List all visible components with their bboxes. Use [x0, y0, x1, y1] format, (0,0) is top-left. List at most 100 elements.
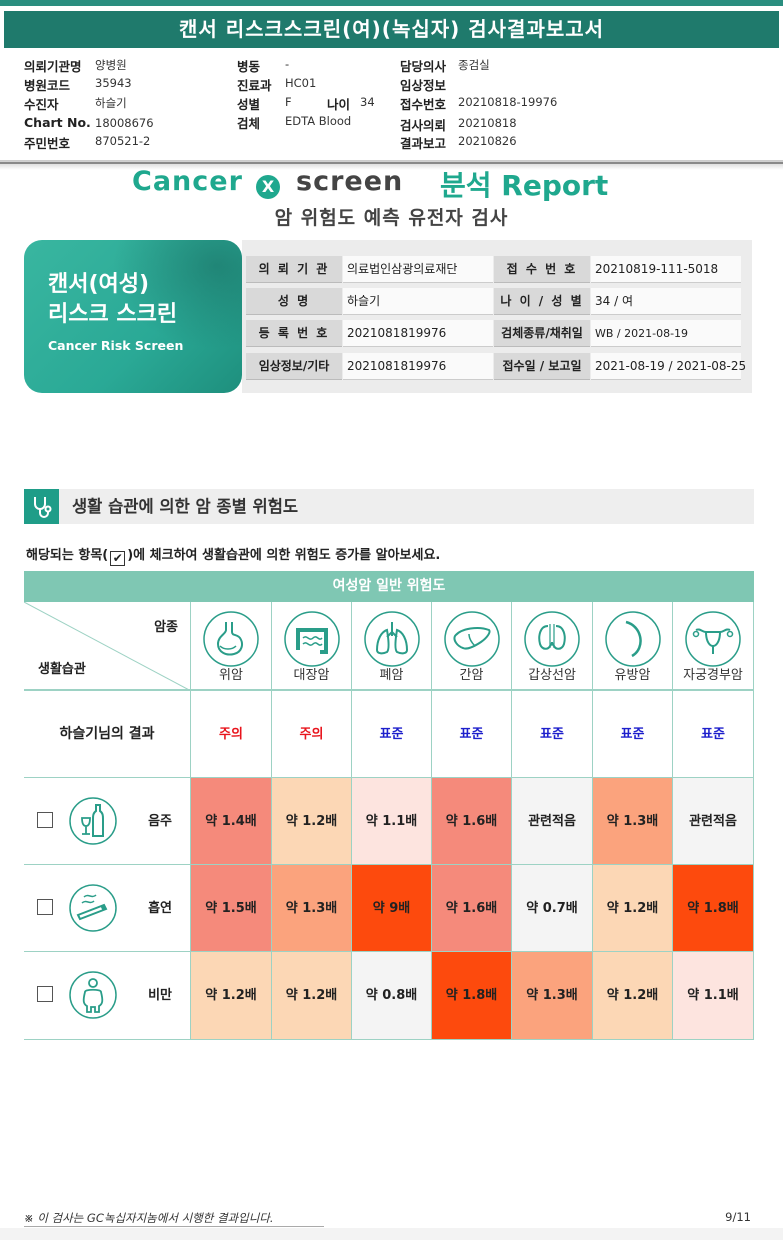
risk-cell: 약 1.8배 — [432, 952, 512, 1040]
card-english-name: Cancer Risk Screen — [48, 338, 184, 353]
section-header: 생활 습관에 의한 암 종별 위험도 — [24, 489, 754, 524]
risk-cell: 약 1.2배 — [593, 952, 673, 1040]
obesity-icon — [69, 971, 117, 1019]
result-status: 표준 — [593, 691, 673, 778]
info-label: 검체종류/채취일 — [494, 320, 590, 347]
logo-x-icon: X — [256, 175, 280, 199]
card-title-line1: 캔서(여성) — [48, 272, 150, 297]
smoking-icon — [69, 884, 117, 932]
meta-value: 20210818 — [458, 116, 517, 130]
card-decoration — [112, 240, 242, 350]
obesity-checkbox[interactable] — [37, 986, 53, 1002]
meta-value: 20210826 — [458, 134, 517, 148]
section-title: 생활 습관에 의한 암 종별 위험도 — [72, 497, 299, 516]
info-value: 2021081819976 — [343, 353, 493, 380]
risk-cell: 약 1.5배 — [191, 865, 272, 952]
card-title-line2: 리스크 스크린 — [48, 302, 178, 327]
meta-label: 진료과 — [237, 78, 272, 93]
lifestyle-label: 음주 — [148, 814, 172, 829]
info-label: 의 뢰 기 관 — [246, 256, 342, 283]
cancer-name: 유방암 — [614, 668, 651, 683]
footer-line — [24, 1226, 324, 1227]
cancer-col-cervix: 자궁경부암 — [673, 602, 754, 691]
breast-icon — [604, 611, 661, 667]
alcohol-checkbox[interactable] — [37, 812, 53, 828]
meta-value: HC01 — [285, 76, 317, 90]
meta-label: 임상정보 — [400, 78, 447, 93]
meta-label: 접수번호 — [400, 97, 447, 112]
meta-value: 34 — [360, 95, 375, 109]
risk-cell: 약 1.6배 — [432, 778, 512, 865]
logo-screen: screen — [296, 166, 404, 197]
top-rule — [0, 0, 783, 6]
result-row-label: 하슬기님의 결과 — [24, 691, 191, 778]
meta-value: 하슬기 — [95, 96, 127, 110]
header-meta: 의뢰기관명 양병원 병원코드 35943 수진자 하슬기 Chart No. 1… — [0, 54, 783, 162]
risk-cell: 약 1.3배 — [272, 865, 352, 952]
cancer-col-stomach: 위암 — [191, 602, 272, 691]
risk-cell: 약 1.4배 — [191, 778, 272, 865]
result-status: 표준 — [673, 691, 754, 778]
logo-cancer: Cancer — [132, 166, 243, 197]
risk-cell: 약 1.3배 — [593, 778, 673, 865]
cancer-name: 자궁경부암 — [683, 668, 743, 683]
info-value: 의료법인삼광의료재단 — [343, 256, 493, 283]
meta-value: 종검실 — [458, 58, 490, 72]
meta-value: 870521-2 — [95, 134, 151, 148]
meta-value: 18008676 — [95, 116, 154, 130]
stomach-icon — [203, 611, 259, 667]
page-subtitle: 암 위험도 예측 유전자 검사 — [274, 207, 509, 229]
liver-icon — [443, 611, 500, 667]
colon-icon — [283, 611, 340, 667]
cancer-col-breast: 유방암 — [593, 602, 673, 691]
meta-label: 나이 — [327, 97, 351, 112]
smoking-checkbox[interactable] — [37, 899, 53, 915]
cancer-col-colon: 대장암 — [272, 602, 352, 691]
meta-label: Chart No. — [24, 115, 91, 130]
footer-note: ※ 이 검사는 GC녹십자지놈에서 시행한 결과입니다. — [24, 1211, 274, 1225]
uterus-icon — [685, 611, 741, 667]
header-separator-shadow — [0, 160, 783, 170]
thyroid-icon — [524, 611, 580, 667]
lifestyle-label: 흡연 — [148, 901, 172, 916]
info-value: 34 / 여 — [591, 288, 741, 315]
meta-value: 양병원 — [95, 58, 127, 72]
cancer-name: 갑상선암 — [528, 668, 576, 683]
bottom-rule — [0, 1228, 783, 1240]
risk-cell: 약 1.2배 — [272, 778, 352, 865]
checkbox-example-icon: ✔ — [110, 551, 126, 566]
risk-cell: 약 1.2배 — [272, 952, 352, 1040]
meta-value: 20210818-19976 — [458, 95, 558, 109]
instruction-text: 해당되는 항목(✔)에 체크하여 생활습관에 의한 위험도 증가를 알아보세요. — [26, 544, 440, 566]
corner-cancer-type: 암종 — [154, 620, 178, 635]
risk-cell: 약 1.3배 — [512, 952, 593, 1040]
lung-icon — [363, 611, 420, 667]
risk-cell: 약 1.8배 — [673, 865, 754, 952]
risk-cell: 관련적음 — [673, 778, 754, 865]
meta-label: 검체 — [237, 116, 261, 131]
info-value: 2021081819976 — [343, 320, 493, 347]
result-status: 표준 — [432, 691, 512, 778]
lifestyle-row-smoking: 흡연 — [24, 865, 191, 952]
meta-label: 의뢰기관명 — [24, 59, 82, 74]
meta-label: 담당의사 — [400, 59, 447, 74]
header-separator — [0, 162, 783, 164]
cancer-col-liver: 간암 — [432, 602, 512, 691]
meta-label: 병동 — [237, 59, 261, 74]
alcohol-icon — [69, 797, 117, 845]
risk-cell: 약 1.1배 — [352, 778, 432, 865]
risk-cell: 약 1.6배 — [432, 865, 512, 952]
instruction-post: )에 체크하여 생활습관에 의한 위험도 증가를 알아보세요. — [127, 548, 441, 563]
risk-table: 여성암 일반 위험도 암종 생활습관 위암 대장암 폐암 — [24, 571, 754, 1040]
info-value: 20210819-111-5018 — [591, 256, 741, 283]
meta-label: 수진자 — [24, 97, 59, 112]
info-label: 나 이 / 성 별 — [494, 288, 590, 315]
lifestyle-row-obesity: 비만 — [24, 952, 191, 1040]
result-status: 표준 — [352, 691, 432, 778]
corner-lifestyle: 생활습관 — [38, 662, 86, 677]
info-label: 성 명 — [246, 288, 342, 315]
meta-label: 병원코드 — [24, 78, 71, 93]
info-label: 접 수 번 호 — [494, 256, 590, 283]
risk-cell: 약 0.7배 — [512, 865, 593, 952]
cancer-name: 간암 — [459, 668, 484, 683]
